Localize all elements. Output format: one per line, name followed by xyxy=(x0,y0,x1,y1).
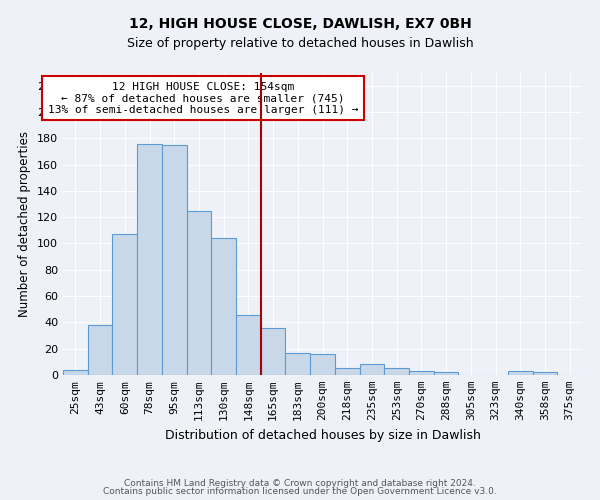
Bar xyxy=(533,372,557,375)
Bar xyxy=(286,352,310,375)
Bar xyxy=(187,210,211,375)
Bar xyxy=(409,371,434,375)
Text: Contains public sector information licensed under the Open Government Licence v3: Contains public sector information licen… xyxy=(103,488,497,496)
Bar xyxy=(508,371,533,375)
Bar xyxy=(335,368,359,375)
Bar xyxy=(112,234,137,375)
X-axis label: Distribution of detached houses by size in Dawlish: Distribution of detached houses by size … xyxy=(164,428,481,442)
Bar xyxy=(63,370,88,375)
Bar xyxy=(236,314,261,375)
Text: Size of property relative to detached houses in Dawlish: Size of property relative to detached ho… xyxy=(127,38,473,51)
Bar xyxy=(384,368,409,375)
Text: Contains HM Land Registry data © Crown copyright and database right 2024.: Contains HM Land Registry data © Crown c… xyxy=(124,478,476,488)
Bar xyxy=(434,372,458,375)
Bar xyxy=(137,144,162,375)
Bar xyxy=(310,354,335,375)
Bar xyxy=(211,238,236,375)
Text: 12 HIGH HOUSE CLOSE: 154sqm
← 87% of detached houses are smaller (745)
13% of se: 12 HIGH HOUSE CLOSE: 154sqm ← 87% of det… xyxy=(48,82,358,115)
Text: 12, HIGH HOUSE CLOSE, DAWLISH, EX7 0BH: 12, HIGH HOUSE CLOSE, DAWLISH, EX7 0BH xyxy=(128,18,472,32)
Bar xyxy=(261,328,286,375)
Bar xyxy=(162,145,187,375)
Bar xyxy=(88,325,112,375)
Bar xyxy=(359,364,384,375)
Y-axis label: Number of detached properties: Number of detached properties xyxy=(19,130,31,317)
